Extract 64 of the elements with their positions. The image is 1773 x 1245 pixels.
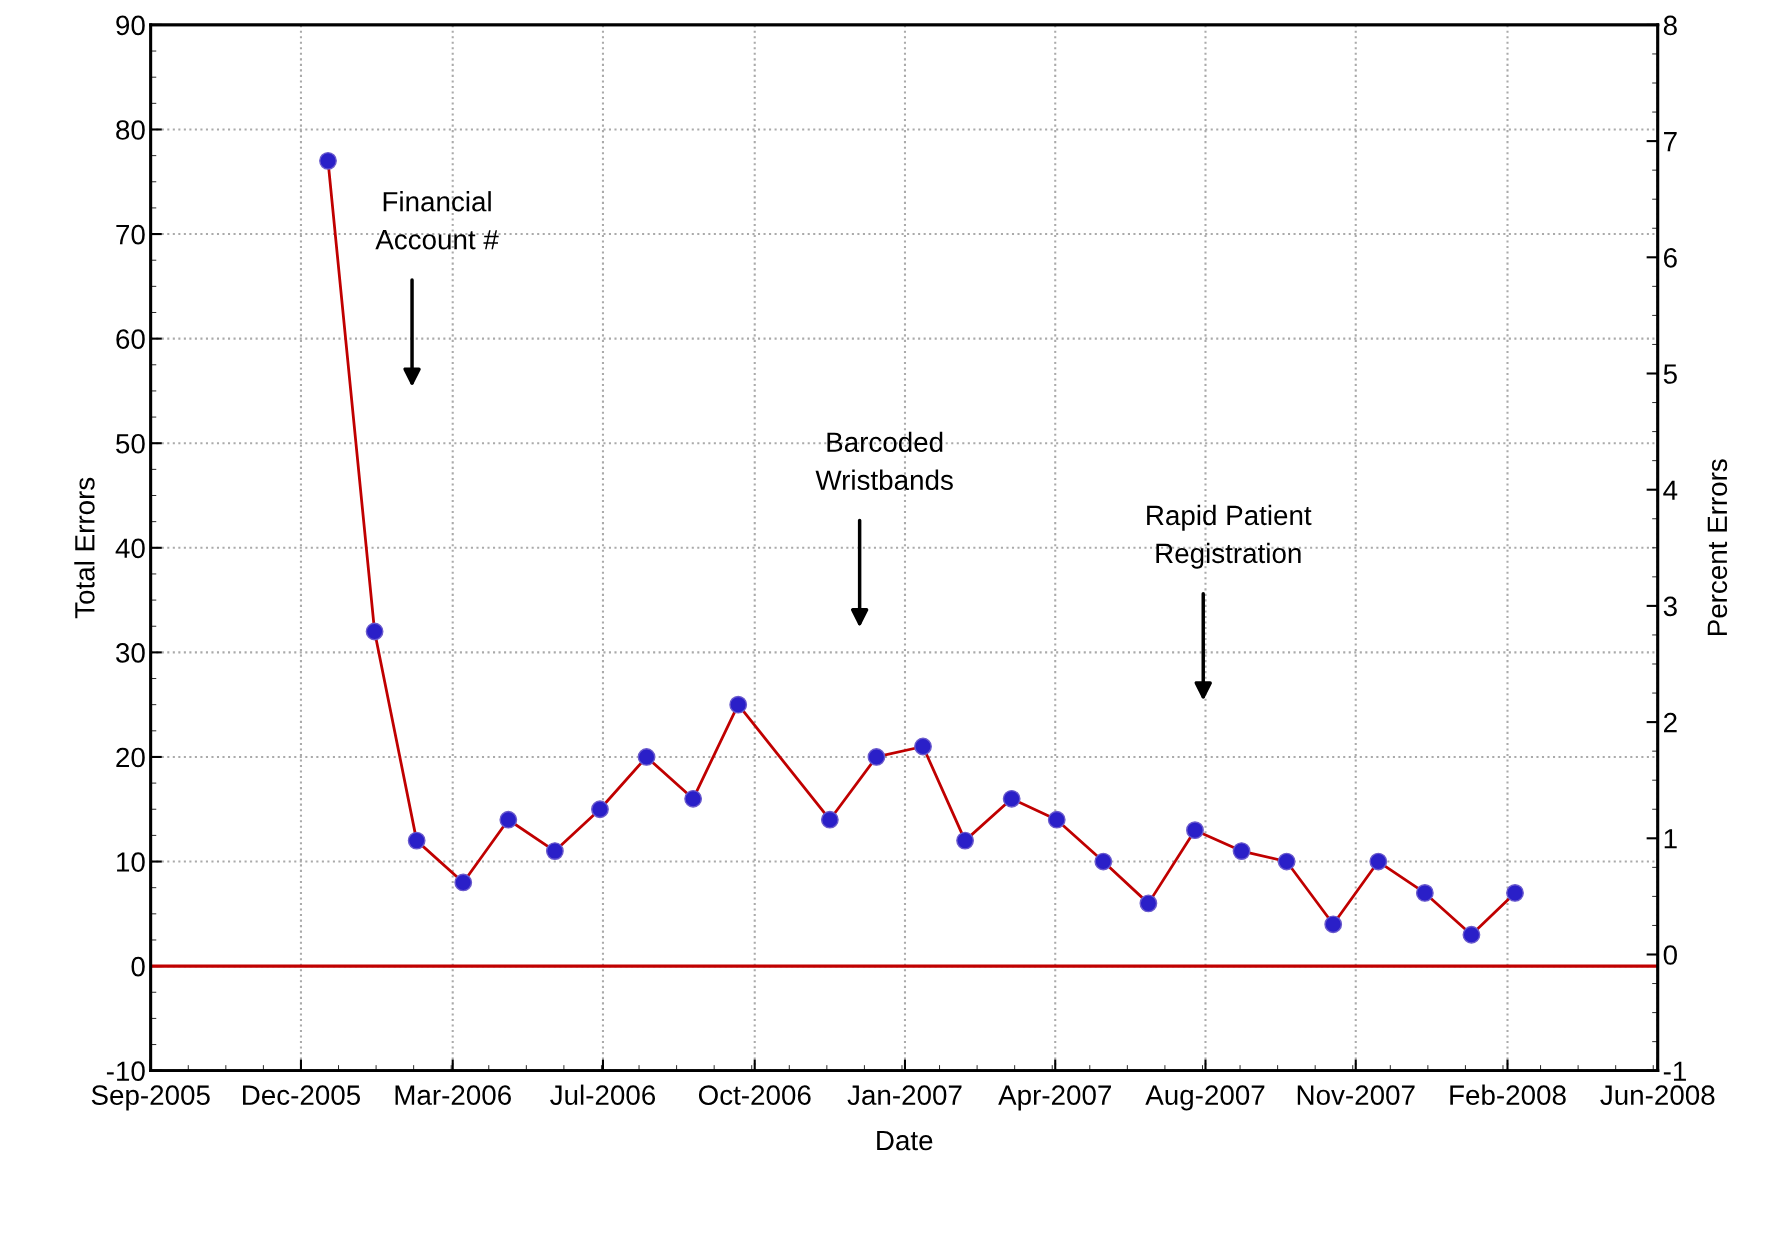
y-tick-label: 50 (116, 433, 145, 454)
point (956, 831, 974, 850)
y2-tick-label: 1 (1664, 829, 1677, 849)
point (729, 695, 748, 714)
point (637, 748, 656, 766)
point (1506, 884, 1524, 902)
annotation: Barcoded Wristbands (815, 431, 953, 491)
x-tick-label: Jun-2008 (1600, 1085, 1715, 1105)
y2-tick-label: 3 (1663, 596, 1677, 617)
y-tick-label: 0 (131, 956, 145, 977)
y2-tick-label: 5 (1663, 364, 1677, 384)
y-tick-label: 80 (116, 120, 145, 140)
x-tick-label: Sep-2005 (91, 1085, 210, 1111)
y-tick-label: 30 (116, 643, 145, 663)
y2-tick-label: 2 (1664, 712, 1677, 733)
point (1094, 852, 1113, 871)
x-tick-label: Apr-2007 (998, 1085, 1111, 1111)
point (1277, 852, 1296, 871)
y2-tick-label: 6 (1664, 247, 1677, 268)
x-tick-label: Dec-2005 (243, 1085, 361, 1105)
y-tick-label: 10 (117, 852, 145, 872)
point (1324, 915, 1343, 934)
y-axis-title: Total Errors (74, 477, 95, 619)
point (684, 789, 703, 808)
x-tick-label: Aug-2007 (1145, 1085, 1265, 1111)
point (1047, 810, 1066, 829)
annotation: Financial Account # (375, 191, 499, 250)
point (1369, 852, 1388, 871)
point (1415, 884, 1434, 902)
y-tick-label: 90 (116, 15, 145, 36)
y-tick-label: -10 (106, 1061, 145, 1082)
point (365, 622, 384, 641)
x-tick-label: Jul-2006 (550, 1084, 656, 1105)
x-tick-label: Jan-2007 (847, 1085, 962, 1105)
point (867, 748, 886, 766)
point (820, 810, 839, 829)
y-tick-label: 20 (116, 747, 145, 768)
point (454, 873, 473, 892)
x-tick-label: Nov-2007 (1297, 1085, 1415, 1105)
point (1002, 789, 1021, 808)
point (319, 151, 337, 170)
point (914, 737, 932, 756)
point (1462, 925, 1481, 944)
y2-tick-label: 4 (1663, 480, 1678, 500)
x-tick-label: Feb-2008 (1450, 1084, 1566, 1105)
y-tick-label: 40 (115, 538, 145, 559)
point (545, 842, 564, 860)
point (591, 800, 609, 819)
y2-tick-label: -1 (1663, 1061, 1686, 1081)
annotation: Rapid Patient Registration (1147, 504, 1312, 569)
x-tick-label: Mar-2006 (395, 1085, 511, 1105)
y2-axis-title: Percent Errors (1707, 459, 1728, 636)
point (499, 810, 518, 829)
x-tick-label: Oct-2006 (698, 1085, 811, 1105)
y2-tick-label: 7 (1664, 132, 1677, 152)
y2-tick-label: 0 (1663, 945, 1677, 965)
x-axis-title: Date (877, 1130, 933, 1151)
y-tick-label: 60 (116, 329, 145, 349)
y-tick-label: 70 (116, 224, 145, 245)
point (407, 831, 426, 850)
y2-tick-label: 8 (1663, 15, 1677, 36)
point (1186, 821, 1204, 840)
point (1139, 894, 1158, 913)
point (1232, 842, 1251, 860)
